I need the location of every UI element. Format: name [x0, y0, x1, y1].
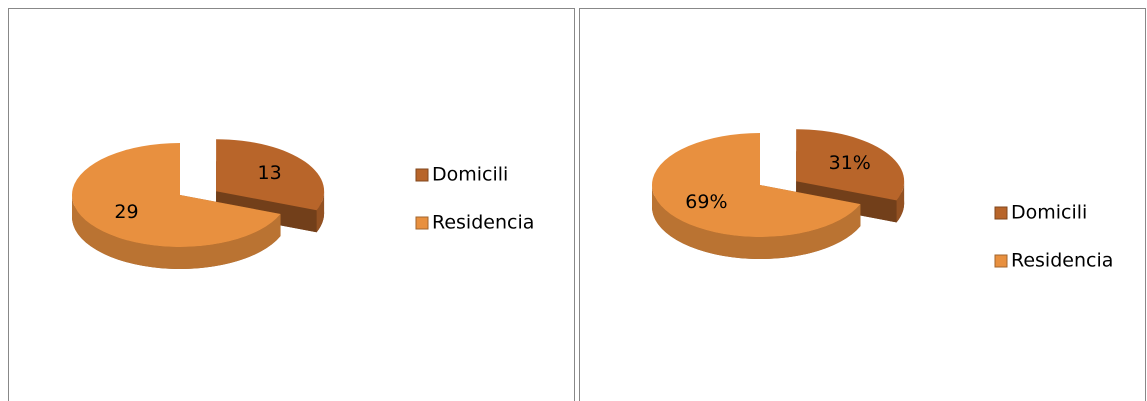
legend-swatch — [415, 168, 429, 182]
legend-swatch — [994, 254, 1008, 268]
data-label: 69% — [685, 191, 727, 213]
legend-label: Domicili — [432, 164, 508, 186]
legend-label: Domicili — [1011, 202, 1087, 224]
data-label: 29 — [114, 201, 138, 223]
slice-side — [72, 195, 281, 269]
slice-side — [652, 185, 861, 259]
legend-label: Residencia — [1011, 250, 1113, 272]
slice-top — [71, 143, 281, 247]
data-label: 31% — [829, 152, 871, 174]
legend-swatch — [415, 216, 429, 230]
legend-label: Residencia — [432, 212, 534, 234]
pie-slice — [71, 143, 281, 269]
slice-top — [652, 133, 861, 237]
legend-swatch — [994, 206, 1008, 220]
slice-top — [216, 139, 325, 211]
slice-side — [316, 191, 325, 233]
slice-top — [796, 129, 905, 201]
slice-side — [896, 181, 905, 223]
pie-slice — [796, 129, 905, 223]
pie-slice — [651, 133, 861, 259]
data-label: 13 — [258, 162, 282, 184]
